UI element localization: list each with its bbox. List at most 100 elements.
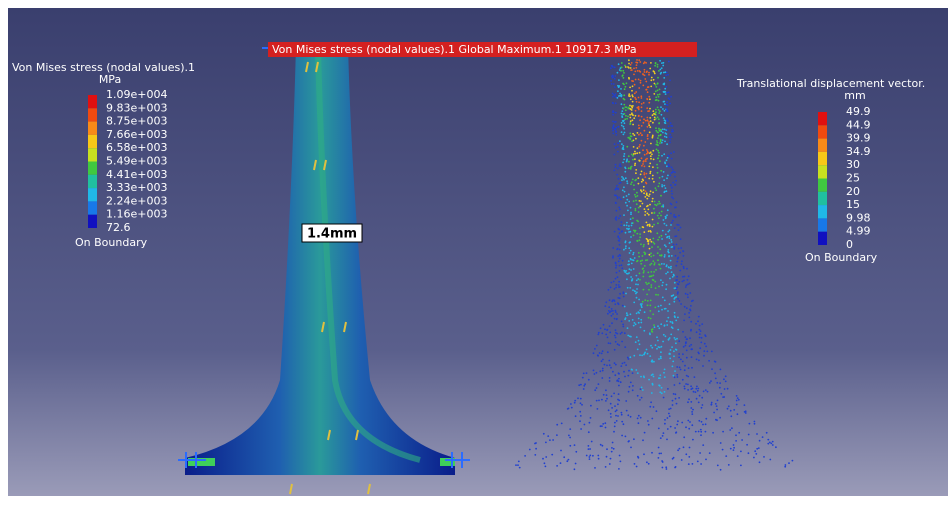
cloud-point — [659, 93, 661, 95]
cloud-point — [676, 366, 678, 368]
cloud-point — [643, 102, 645, 104]
cloud-point — [744, 404, 746, 406]
cloud-point — [551, 454, 553, 456]
cloud-point — [606, 456, 608, 458]
cloud-point — [642, 301, 644, 303]
cloud-point — [648, 178, 650, 180]
cloud-point — [664, 141, 666, 143]
cloud-point — [642, 268, 644, 270]
cloud-point — [692, 409, 694, 411]
cloud-point — [762, 436, 764, 438]
cloud-point — [657, 246, 659, 248]
cloud-point — [648, 86, 650, 88]
cloud-point — [637, 456, 639, 458]
cloud-point — [684, 276, 686, 278]
cloud-point — [620, 225, 622, 227]
cloud-point — [582, 377, 584, 379]
cloud-point — [606, 448, 608, 450]
cloud-point — [748, 452, 750, 454]
cloud-point — [619, 270, 621, 272]
cloud-point — [662, 139, 664, 141]
cloud-point — [610, 367, 612, 369]
cloud-point — [634, 322, 636, 324]
cloud-point — [667, 157, 669, 159]
cloud-point — [606, 365, 608, 367]
cloud-point — [617, 90, 619, 92]
cloud-point — [673, 350, 675, 352]
cloud-point — [678, 353, 680, 355]
cloud-point — [580, 398, 582, 400]
cloud-point — [623, 145, 625, 147]
cloud-point — [613, 431, 615, 433]
cloud-point — [613, 67, 615, 69]
cloud-point — [689, 283, 691, 285]
cloud-point — [657, 94, 659, 96]
cloud-point — [675, 393, 677, 395]
cloud-point — [670, 349, 672, 351]
cloud-point — [633, 302, 635, 304]
cloud-point — [716, 409, 718, 411]
cloud-point — [649, 355, 651, 357]
cloud-point — [642, 276, 644, 278]
cloud-point — [671, 196, 673, 198]
cloud-point — [682, 361, 684, 363]
cloud-point — [660, 140, 662, 142]
cloud-point — [624, 153, 626, 155]
legend-label: 39.9 — [846, 132, 871, 145]
cloud-point — [620, 199, 622, 201]
cloud-point — [661, 155, 663, 157]
cloud-point — [745, 410, 747, 412]
cloud-point — [655, 109, 657, 111]
cloud-point — [621, 341, 623, 343]
cloud-point — [626, 195, 628, 197]
cloud-point — [616, 420, 618, 422]
cloud-point — [645, 190, 647, 192]
cloud-point — [606, 329, 608, 331]
cloud-point — [635, 210, 637, 212]
cloud-point — [664, 136, 666, 138]
cloud-point — [638, 79, 640, 81]
cloud-point — [644, 69, 646, 71]
legend-label: 44.9 — [846, 118, 871, 131]
cloud-point — [673, 355, 675, 357]
cloud-point — [627, 335, 629, 337]
cloud-point — [651, 331, 653, 333]
cloud-point — [658, 118, 660, 120]
cloud-point — [612, 257, 614, 259]
cloud-point — [618, 85, 620, 87]
cloud-point — [666, 320, 668, 322]
cloud-point — [631, 107, 633, 109]
cloud-point — [720, 369, 722, 371]
cloud-point — [692, 439, 694, 441]
cloud-point — [613, 94, 615, 96]
cloud-point — [629, 231, 631, 233]
cloud-point — [638, 134, 640, 136]
cloud-point — [643, 189, 645, 191]
cloud-point — [667, 74, 669, 76]
cloud-point — [640, 417, 642, 419]
cloud-point — [648, 123, 650, 125]
cloud-point — [683, 266, 685, 268]
legend-swatch — [818, 205, 827, 218]
cloud-point — [649, 248, 651, 250]
cloud-point — [669, 80, 671, 82]
cloud-point — [649, 224, 651, 226]
cloud-point — [653, 79, 655, 81]
cloud-point — [605, 301, 607, 303]
cloud-point — [604, 422, 606, 424]
cloud-point — [647, 152, 649, 154]
cloud-point — [618, 240, 620, 242]
cloud-point — [630, 259, 632, 261]
cloud-point — [674, 427, 676, 429]
cloud-point — [654, 262, 656, 264]
cloud-point — [648, 230, 650, 232]
cloud-point — [630, 212, 632, 214]
cloud-point — [663, 72, 665, 74]
cloud-point — [569, 445, 571, 447]
cloud-point — [687, 376, 689, 378]
cloud-point — [699, 333, 701, 335]
cloud-point — [712, 432, 714, 434]
cloud-point — [676, 279, 678, 281]
cloud-point — [640, 319, 642, 321]
cloud-point — [616, 333, 618, 335]
